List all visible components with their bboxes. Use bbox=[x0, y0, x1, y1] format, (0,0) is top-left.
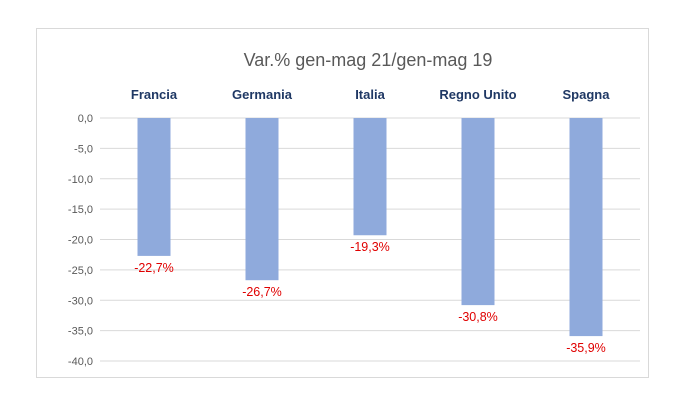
data-labels: -22,7% -26,7% -19,3% -30,8% -35,9% bbox=[134, 240, 606, 355]
data-label: -22,7% bbox=[134, 261, 174, 275]
bar bbox=[461, 118, 495, 306]
gridlines bbox=[100, 117, 640, 362]
bars bbox=[137, 118, 603, 337]
y-tick-label: -15,0 bbox=[68, 204, 93, 216]
bar bbox=[353, 118, 387, 236]
category-label: Italia bbox=[355, 87, 385, 102]
category-label: Spagna bbox=[563, 87, 611, 102]
y-tick-label: 0,0 bbox=[78, 113, 93, 125]
category-labels: Francia Germania Italia Regno Unito Spagna bbox=[131, 87, 610, 102]
category-label: Regno Unito bbox=[439, 87, 516, 102]
data-label: -19,3% bbox=[350, 240, 390, 254]
chart-title: Var.% gen-mag 21/gen-mag 19 bbox=[244, 50, 493, 70]
y-tick-label: -30,0 bbox=[68, 295, 93, 307]
y-axis-tick-labels: 0,0 -5,0 -10,0 -15,0 -20,0 -25,0 -30,0 -35,0 -40… bbox=[68, 113, 93, 368]
category-label: Francia bbox=[131, 87, 178, 102]
data-label: -35,9% bbox=[566, 341, 606, 355]
bar bbox=[245, 118, 279, 281]
y-tick-label: -5,0 bbox=[74, 143, 93, 155]
y-tick-label: -10,0 bbox=[68, 174, 93, 186]
y-tick-label: -25,0 bbox=[68, 265, 93, 277]
category-label: Germania bbox=[232, 87, 293, 102]
data-label: -26,7% bbox=[242, 285, 282, 299]
bar bbox=[137, 118, 171, 256]
bar bbox=[569, 118, 603, 337]
y-tick-label: -35,0 bbox=[68, 326, 93, 338]
y-tick-label: -40,0 bbox=[68, 356, 93, 368]
y-tick-label: -20,0 bbox=[68, 235, 93, 247]
data-label: -30,8% bbox=[458, 310, 498, 324]
